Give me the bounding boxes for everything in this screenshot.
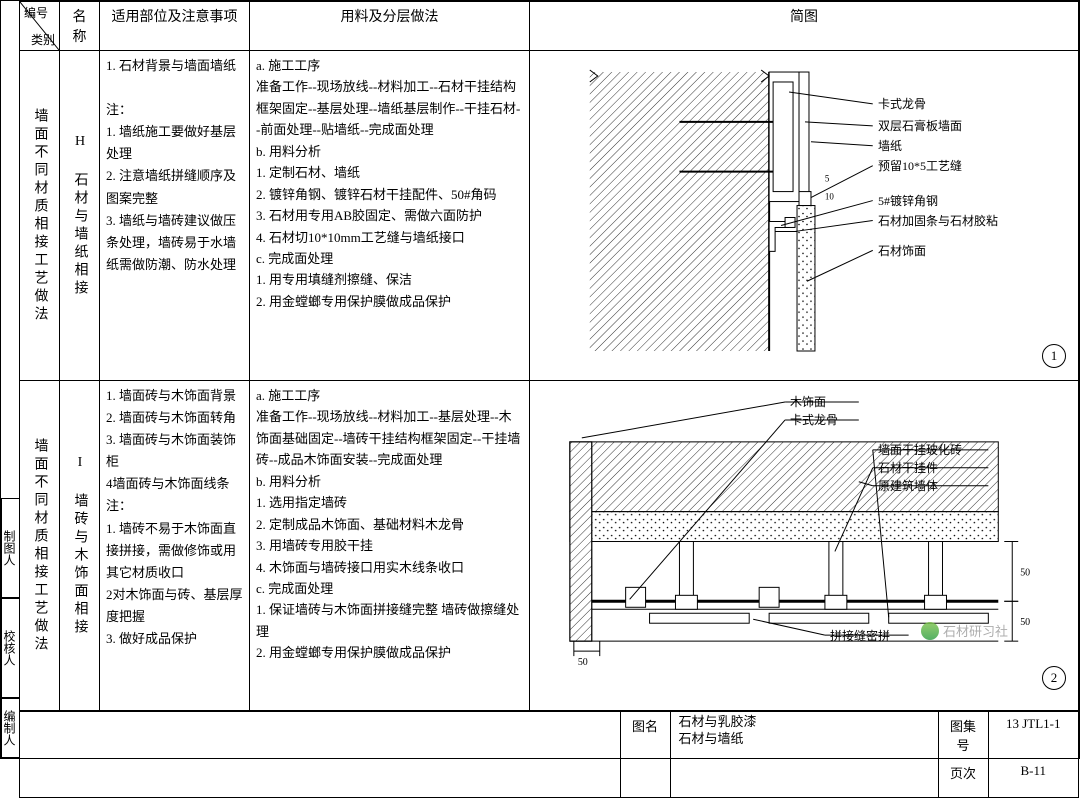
row1-name: H 石材与墙纸相接 xyxy=(60,51,100,381)
content: 编号 类别 名称 适用部位及注意事项 用料及分层做法 简图 墙面不同材质相接工艺… xyxy=(19,1,1079,758)
footer-tujihao-label: 图集号 xyxy=(938,712,988,759)
page: 制图人 校核人 编制人 编号 类别 名称 适用部位及注意事项 用料及分层做法 简… xyxy=(0,0,1080,759)
watermark: 石材研习社 xyxy=(921,621,1008,640)
row1-diagram: 5 10 卡式龙骨 xyxy=(530,51,1079,381)
annot: 石材饰面 xyxy=(878,242,926,259)
row1-category: 墙面不同材质相接工艺做法 xyxy=(20,51,60,381)
annot: 木饰面 xyxy=(790,393,826,410)
annot: 5#镀锌角钢 xyxy=(878,192,938,209)
footer-tuming-2: 石材与墙纸 xyxy=(679,731,930,748)
wechat-icon xyxy=(921,622,939,640)
footer-row: 图名 石材与乳胶漆 石材与墙纸 图集号 13 JTL1-1 页次 B-11 xyxy=(20,711,1079,798)
hdr-materials: 用料及分层做法 xyxy=(250,2,530,51)
annot: 石材干挂件 xyxy=(878,459,938,476)
dim-1: 5 xyxy=(825,174,830,184)
footer-tujihao: 13 JTL1-1 xyxy=(988,712,1078,759)
side-tab-drafter: 制图人 xyxy=(1,498,19,598)
diagram-badge-2: 2 xyxy=(1042,666,1066,690)
dim: 50 xyxy=(1020,617,1030,628)
footer-yeci-label: 页次 xyxy=(938,759,988,797)
hdr-bianhao-top: 编号 xyxy=(24,4,48,21)
hdr-bianhao-bot: 类别 xyxy=(31,31,55,48)
footer-blank xyxy=(20,712,620,797)
table-row: 墙面不同材质相接工艺做法 H 石材与墙纸相接 1. 石材背景与墙面墙纸 注： 1… xyxy=(20,51,1079,381)
footer-tuming-label: 图名 xyxy=(620,712,670,797)
annot: 原建筑墙体 xyxy=(878,477,938,494)
table-row: 墙面不同材质相接工艺做法 I 墙砖与木饰面相接 1. 墙面砖与木饰面背景 2. … xyxy=(20,381,1079,711)
side-tab-compiler: 编制人 xyxy=(1,698,19,758)
footer-tuming-1: 石材与乳胶漆 xyxy=(679,714,930,731)
hdr-bianhao: 编号 类别 xyxy=(20,2,60,51)
annot: 卡式龙骨 xyxy=(790,411,838,428)
diagram-2-svg: 50 50 50 xyxy=(530,381,1078,710)
annot: 卡式龙骨 xyxy=(878,95,926,112)
annot: 预留10*5工艺缝 xyxy=(878,157,962,174)
hdr-name: 名称 xyxy=(60,2,100,51)
annot: 石材加固条与石材胶粘 xyxy=(878,212,998,229)
header-row: 编号 类别 名称 适用部位及注意事项 用料及分层做法 简图 xyxy=(20,2,1079,51)
row2-materials: a. 施工工序 准备工作--现场放线--材料加工--基层处理--木饰面基础固定-… xyxy=(250,381,530,711)
main-table: 编号 类别 名称 适用部位及注意事项 用料及分层做法 简图 墙面不同材质相接工艺… xyxy=(19,1,1079,798)
annot: 墙面干挂玻化砖 xyxy=(878,441,962,458)
row1-scope: 1. 石材背景与墙面墙纸 注： 1. 墙纸施工要做好基层处理 2. 注意墙纸拼缝… xyxy=(100,51,250,381)
dim-2: 10 xyxy=(825,192,834,202)
row1-materials: a. 施工工序 准备工作--现场放线--材料加工--石材干挂结构框架固定--基层… xyxy=(250,51,530,381)
row2-diagram: 50 50 50 木饰面 xyxy=(530,381,1079,711)
footer-yeci: B-11 xyxy=(988,759,1078,797)
hdr-diagram: 简图 xyxy=(530,2,1079,51)
side-tab-checker: 校核人 xyxy=(1,598,19,698)
annot: 拼接缝密拼 xyxy=(830,627,890,644)
footer-tuming: 石材与乳胶漆 石材与墙纸 xyxy=(670,712,938,797)
row2-scope: 1. 墙面砖与木饰面背景 2. 墙面砖与木饰面转角 3. 墙面砖与木饰面装饰柜 … xyxy=(100,381,250,711)
row2-name: I 墙砖与木饰面相接 xyxy=(60,381,100,711)
watermark-text: 石材研习社 xyxy=(943,621,1008,640)
annot: 墙纸 xyxy=(878,137,902,154)
dim: 50 xyxy=(578,657,588,668)
side-tabs: 制图人 校核人 编制人 xyxy=(1,498,19,758)
annot: 双层石膏板墙面 xyxy=(878,117,962,134)
row2-category: 墙面不同材质相接工艺做法 xyxy=(20,381,60,711)
diagram-badge-1: 1 xyxy=(1042,344,1066,368)
dim: 50 xyxy=(1020,567,1030,578)
hdr-scope: 适用部位及注意事项 xyxy=(100,2,250,51)
